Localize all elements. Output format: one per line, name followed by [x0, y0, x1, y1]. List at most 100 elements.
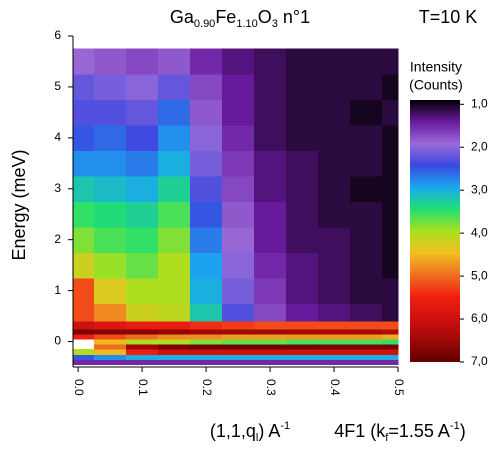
heat-cell [350, 303, 383, 322]
heat-cell [94, 344, 127, 350]
heat-cell [350, 333, 383, 340]
heat-cell [286, 344, 319, 350]
heat-cell [158, 359, 191, 365]
y-tick-label: 5 [54, 79, 61, 93]
heat-cell [73, 74, 95, 101]
heat-cell [350, 252, 383, 279]
heat-cell [318, 201, 351, 228]
heat-cell [158, 354, 191, 360]
heat-cell [350, 277, 383, 304]
heat-cell [318, 48, 351, 75]
heat-cell [126, 354, 159, 360]
heat-cell [318, 74, 351, 101]
heat-cell [158, 125, 191, 152]
heat-cell [350, 321, 383, 330]
heat-cell [286, 48, 319, 75]
heat-cell [222, 277, 255, 304]
heat-cell [254, 328, 287, 335]
heat-cell [254, 226, 287, 253]
heat-cell [158, 303, 191, 322]
text-part: l [256, 432, 258, 444]
heat-cell [222, 354, 255, 360]
heat-cell [222, 48, 255, 75]
heat-cell [318, 344, 351, 350]
heat-cell [318, 150, 351, 177]
heat-cell [254, 321, 287, 330]
heat-cell [126, 176, 159, 202]
heat-cell [222, 226, 255, 253]
heat-cell [382, 48, 399, 75]
heat-cell [94, 303, 127, 322]
x-tick-label: 0.2 [200, 379, 214, 396]
heat-cell [286, 321, 319, 330]
heat-cell [286, 125, 319, 152]
text-part: 1.10 [236, 18, 257, 30]
colorbar-tick-label: 7,000 [471, 354, 488, 368]
heat-cell [318, 328, 351, 335]
text-part: ) [460, 421, 466, 441]
heat-cell [190, 125, 223, 152]
heat-cell [94, 99, 127, 126]
heat-cell [254, 201, 287, 228]
colorbar-title: (Counts) [409, 77, 463, 93]
text-part: n°1 [278, 7, 310, 27]
heat-cell [222, 99, 255, 126]
heat-cell [350, 125, 383, 152]
annotation: T=10 K [419, 7, 478, 27]
heat-cell [318, 359, 351, 365]
heat-cell [94, 349, 127, 355]
heat-cell [73, 359, 95, 365]
text-part: Ga [170, 7, 195, 27]
heat-cell [254, 74, 287, 101]
heat-cell [254, 338, 287, 345]
heat-cell [222, 303, 255, 322]
heat-cell [190, 277, 223, 304]
heat-cell [94, 321, 127, 330]
heat-cell [190, 226, 223, 253]
colorbar-tick-label: 2,000 [471, 139, 488, 153]
heat-cell [254, 359, 287, 365]
colorbar-tick-label: 5,000 [471, 268, 488, 282]
colorbar [410, 100, 460, 362]
heat-cell [382, 344, 399, 350]
heat-cell [73, 226, 95, 253]
x-tick-label: 0.1 [136, 379, 150, 396]
heat-cell [382, 201, 399, 228]
heat-cell [190, 321, 223, 330]
heat-cell [94, 201, 127, 228]
text-part: 4F1 (k [334, 421, 386, 441]
text-part: (1,1,q [210, 421, 256, 441]
heat-cell [286, 354, 319, 360]
text-part: =1.55 A [388, 421, 450, 441]
heat-cell [254, 344, 287, 350]
heat-cell [318, 354, 351, 360]
heat-cell [190, 176, 223, 202]
heat-cell [190, 48, 223, 75]
heat-cell [126, 150, 159, 177]
heat-cell [158, 201, 191, 228]
heat-cell [94, 338, 127, 345]
y-tick-label: 3 [54, 181, 61, 195]
heat-cell [73, 321, 95, 330]
heat-cell [94, 226, 127, 253]
heat-cell [126, 344, 159, 350]
heat-cell [126, 328, 159, 335]
heat-cell [190, 359, 223, 365]
y-tick-label: 2 [54, 232, 61, 246]
heat-cell [350, 201, 383, 228]
x-tick-label: 0.0 [72, 379, 86, 396]
heat-cell [350, 150, 383, 177]
heat-cell [126, 48, 159, 75]
heat-cell [73, 277, 95, 304]
heat-cell [382, 321, 399, 330]
y-tick-label: 0 [54, 334, 61, 348]
heat-cell [126, 252, 159, 279]
y-tick-label: 1 [54, 283, 61, 297]
heat-cell [286, 74, 319, 101]
heat-cell [350, 226, 383, 253]
heatmap [73, 48, 399, 365]
heat-cell [190, 99, 223, 126]
heat-cell [382, 99, 399, 126]
heat-cell [254, 349, 287, 355]
heat-cell [254, 48, 287, 75]
